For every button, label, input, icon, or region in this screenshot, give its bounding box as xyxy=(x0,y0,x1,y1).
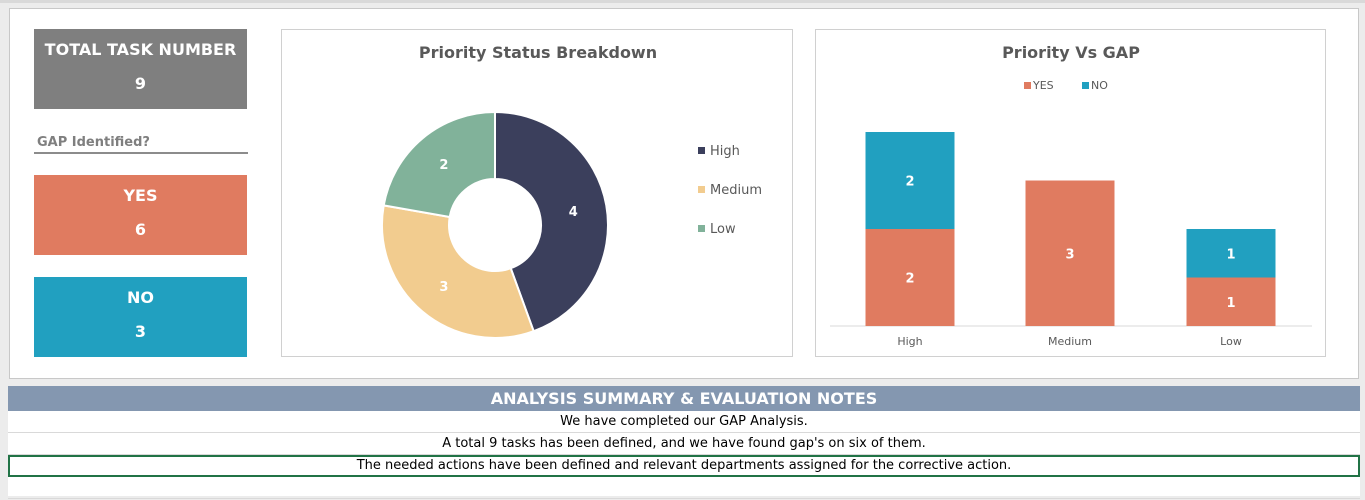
bar-high-yes xyxy=(865,229,955,326)
summary-title: ANALYSIS SUMMARY & EVALUATION NOTES xyxy=(8,386,1360,411)
legend-swatch-medium xyxy=(698,186,705,193)
total-task-card[interactable]: TOTAL TASK NUMBER 9 xyxy=(34,29,247,109)
bar-title: Priority Vs GAP xyxy=(1002,43,1140,62)
gap-identified-label: GAP Identified? xyxy=(37,135,150,150)
summary-note-1[interactable]: We have completed our GAP Analysis. xyxy=(8,411,1360,433)
summary-note-3[interactable]: The needed actions have been defined and… xyxy=(8,455,1360,477)
donut-title: Priority Status Breakdown xyxy=(419,43,657,62)
gap-yes-value: 6 xyxy=(134,220,147,239)
bar-chart-svg: Priority Vs GAP YES NO 2 2 High 3 Medium 1 1 Low xyxy=(830,43,1312,348)
summary-panel: ANALYSIS SUMMARY & EVALUATION NOTES We h… xyxy=(8,386,1360,499)
donut-chart-svg: Priority Status Breakdown 4 3 2 High Medium Lo… xyxy=(381,43,762,339)
legend-swatch-no xyxy=(1082,82,1089,89)
donut-data-label: 2 xyxy=(439,158,448,173)
bar-data-label: 3 xyxy=(1065,247,1074,262)
summary-note-2[interactable]: A total 9 tasks has been defined, and we… xyxy=(8,433,1360,455)
donut-data-label: 3 xyxy=(439,280,448,295)
top-border xyxy=(0,0,1365,3)
legend-label-medium: Medium xyxy=(710,183,762,198)
legend-label-low: Low xyxy=(710,222,736,237)
donut-slice-medium xyxy=(381,204,535,339)
total-task-value: 9 xyxy=(134,74,147,93)
legend-label-yes: YES xyxy=(1032,79,1054,92)
bar-low-no xyxy=(1186,229,1276,278)
legend-label-high: High xyxy=(710,144,740,159)
donut-slice-low xyxy=(382,110,496,219)
bar-data-label: 2 xyxy=(905,272,914,287)
gap-yes-card[interactable]: YES 6 xyxy=(34,175,247,255)
priority-donut-chart[interactable]: Priority Status Breakdown 4 3 2 High Medium Lo… xyxy=(281,29,793,357)
bar-low-yes xyxy=(1186,277,1276,326)
legend-swatch-low xyxy=(698,225,705,232)
legend-swatch-high xyxy=(698,147,705,154)
gap-yes-title: YES xyxy=(123,186,158,205)
donut-slice-high xyxy=(494,110,609,333)
gap-no-title: NO xyxy=(127,288,154,307)
bar-data-label: 2 xyxy=(905,175,914,190)
priority-gap-bar-chart[interactable]: Priority Vs GAP YES NO 2 2 High 3 Medium 1 1 Low xyxy=(815,29,1326,357)
bar-data-label: 1 xyxy=(1226,296,1235,311)
total-task-title: TOTAL TASK NUMBER xyxy=(44,40,237,59)
bar-medium-yes xyxy=(1025,180,1115,326)
donut-data-label: 4 xyxy=(569,205,578,220)
bar-data-label: 1 xyxy=(1226,247,1235,262)
x-tick-label-high: High xyxy=(897,335,922,348)
bar-high-no xyxy=(865,132,955,229)
x-tick-label-medium: Medium xyxy=(1048,335,1092,348)
gap-no-card[interactable]: NO 3 xyxy=(34,277,247,357)
gap-divider xyxy=(34,152,248,154)
legend-swatch-yes xyxy=(1024,82,1031,89)
summary-note-4[interactable] xyxy=(8,477,1360,499)
legend-label-no: NO xyxy=(1091,79,1108,92)
x-tick-label-low: Low xyxy=(1220,335,1242,348)
gap-no-value: 3 xyxy=(134,322,147,341)
